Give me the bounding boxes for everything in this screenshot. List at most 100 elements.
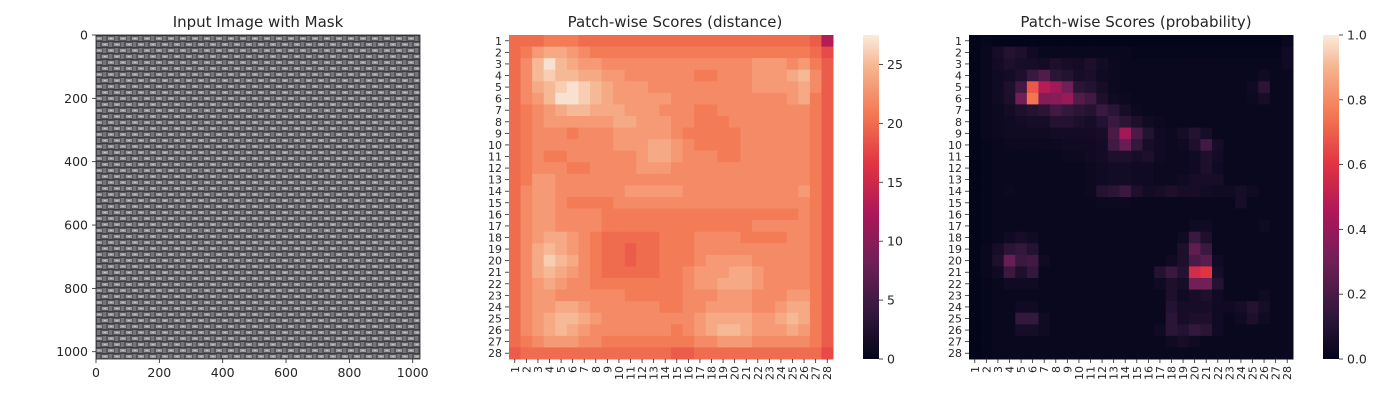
heatmap-cell xyxy=(1177,150,1190,163)
colorbar-tick-label: 20 xyxy=(887,116,903,131)
heatmap-cell xyxy=(717,104,730,117)
heatmap-cell xyxy=(590,347,603,360)
heatmap-cell xyxy=(613,116,626,129)
heatmap-cell xyxy=(613,162,626,175)
heatmap-cell xyxy=(694,81,707,94)
heatmap-cell xyxy=(1096,139,1109,152)
heatmap-cell xyxy=(705,335,718,348)
heatmap-cell xyxy=(1107,104,1120,117)
heatmap-cell xyxy=(682,173,695,186)
heatmap-cell xyxy=(1223,243,1236,256)
x-tick-label: 15 xyxy=(1131,366,1144,380)
input-image xyxy=(96,35,420,359)
heatmap-cell xyxy=(647,58,660,71)
heatmap-cell xyxy=(613,92,626,105)
heatmap-cell xyxy=(659,231,672,244)
heatmap-cell xyxy=(671,254,684,267)
heatmap-cell xyxy=(1038,301,1051,314)
heatmap-cell xyxy=(1246,173,1259,186)
heatmap-cell xyxy=(1188,347,1201,360)
heatmap-cell xyxy=(682,69,695,82)
heatmap-cell xyxy=(775,81,788,94)
heatmap-cell xyxy=(809,150,822,163)
heatmap-cell xyxy=(566,69,579,82)
y-tick-label: 15 xyxy=(488,197,502,210)
heatmap-cell xyxy=(775,173,788,186)
heatmap-cell xyxy=(578,35,591,48)
heatmap-cell xyxy=(543,69,556,82)
heatmap-cell xyxy=(1096,185,1109,198)
heatmap-cell xyxy=(1050,312,1063,325)
heatmap-cell xyxy=(1223,266,1236,279)
heatmap-cell xyxy=(1038,162,1051,175)
x-tick-label: 1000 xyxy=(397,365,429,380)
heatmap-cell xyxy=(1154,127,1167,140)
heatmap-cell xyxy=(740,139,753,152)
heatmap-cell xyxy=(1200,81,1213,94)
heatmap-cell xyxy=(717,139,730,152)
heatmap-cell xyxy=(520,278,533,291)
heatmap-cell xyxy=(717,312,730,325)
heatmap-cell xyxy=(705,208,718,221)
y-tick-label: 4 xyxy=(955,70,962,83)
heatmap-cell xyxy=(717,46,730,59)
heatmap-cell xyxy=(566,289,579,302)
heatmap-cell xyxy=(636,35,649,48)
heatmap-cell xyxy=(1177,197,1190,210)
heatmap-cell xyxy=(1073,173,1086,186)
heatmap-cell xyxy=(980,301,993,314)
heatmap-cell xyxy=(636,81,649,94)
heatmap-cell xyxy=(786,254,799,267)
heatmap-cell xyxy=(786,116,799,129)
heatmap-cell xyxy=(1188,104,1201,117)
heatmap-cell xyxy=(1096,231,1109,244)
heatmap-cell xyxy=(1038,139,1051,152)
heatmap-cell xyxy=(1050,173,1063,186)
heatmap-cell xyxy=(1096,104,1109,117)
heatmap-cell xyxy=(1131,139,1144,152)
heatmap-cell xyxy=(1281,254,1294,267)
heatmap-cell xyxy=(728,162,741,175)
heatmap-cell xyxy=(717,162,730,175)
heatmap-cell xyxy=(1050,150,1063,163)
heatmap-cell xyxy=(1269,139,1282,152)
heatmap-cell xyxy=(1061,69,1074,82)
heatmap-cell xyxy=(659,35,672,48)
heatmap-cell xyxy=(555,347,568,360)
heatmap-cell xyxy=(1038,185,1051,198)
heatmap-cell xyxy=(992,46,1005,59)
heatmap-cell xyxy=(969,58,982,71)
heatmap-cell xyxy=(659,185,672,198)
heatmap-cell xyxy=(1246,46,1259,59)
heatmap-cell xyxy=(1165,289,1178,302)
heatmap-cell xyxy=(647,312,660,325)
heatmap-cell xyxy=(798,335,811,348)
heatmap-cell xyxy=(1188,185,1201,198)
heatmap-cell xyxy=(624,104,637,117)
heatmap-cell xyxy=(752,58,765,71)
heatmap-cell xyxy=(566,46,579,59)
heatmap-cell xyxy=(1246,278,1259,291)
heatmap-cell xyxy=(1038,81,1051,94)
heatmap-cell xyxy=(775,150,788,163)
heatmap-cell xyxy=(613,231,626,244)
x-tick-label: 16 xyxy=(1142,366,1155,380)
x-tick-label: 18 xyxy=(706,366,719,380)
heatmap-cell xyxy=(1281,231,1294,244)
heatmap-cell xyxy=(671,35,684,48)
heatmap-cell xyxy=(624,162,637,175)
heatmap-cell xyxy=(740,266,753,279)
heatmap-cell xyxy=(509,266,522,279)
heatmap-cell xyxy=(740,335,753,348)
heatmap-cell xyxy=(659,254,672,267)
heatmap-cell xyxy=(1177,335,1190,348)
heatmap-cell xyxy=(566,116,579,129)
heatmap-cell xyxy=(1177,127,1190,140)
heatmap-cell xyxy=(578,208,591,221)
heatmap-cell xyxy=(694,173,707,186)
heatmap-cell xyxy=(705,46,718,59)
heatmap-cell xyxy=(717,254,730,267)
heatmap-cell xyxy=(786,220,799,233)
heatmap-cell xyxy=(1235,139,1248,152)
probability-heatmap xyxy=(969,35,1294,360)
